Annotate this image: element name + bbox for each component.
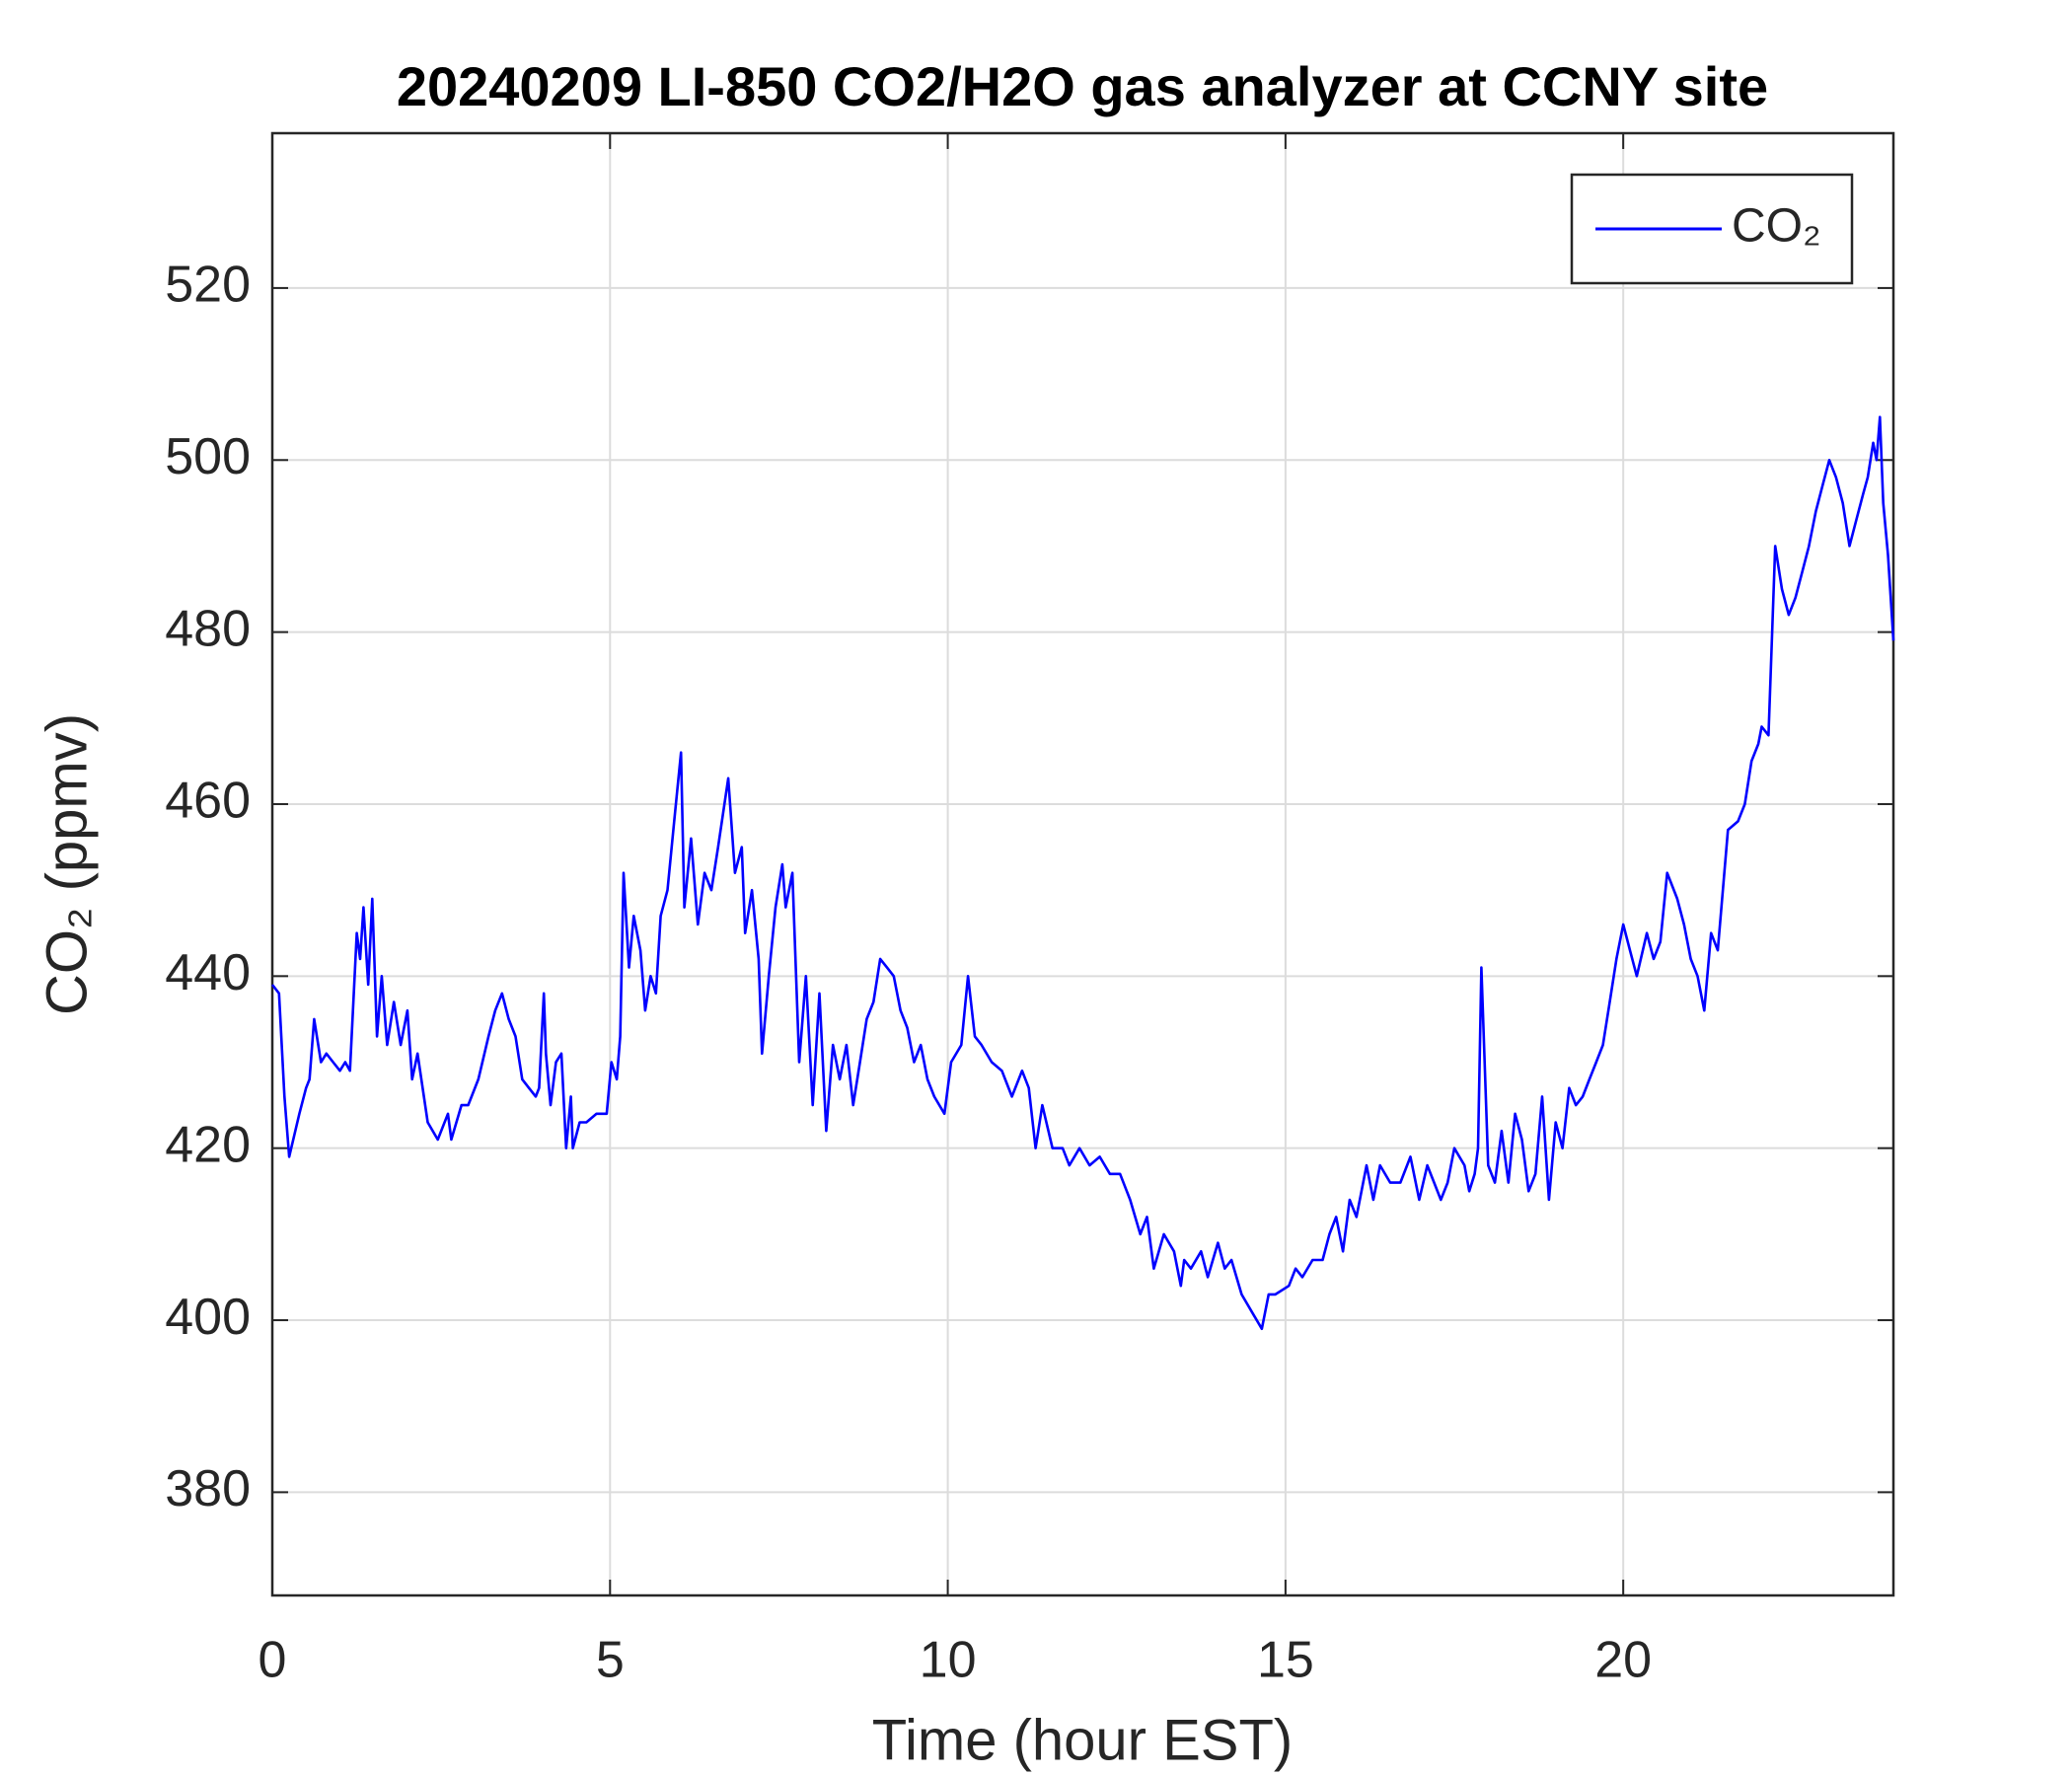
y-axis-label: CO₂ (ppmv) (35, 713, 99, 1015)
axes-box (270, 131, 1895, 1597)
y-tick-label: 520 (165, 257, 251, 314)
x-axis-label: Time (hour EST) (872, 1708, 1293, 1772)
y-tick-label: 460 (165, 773, 251, 830)
x-tick-label: 20 (1594, 1632, 1652, 1689)
x-tick-label: 15 (1257, 1632, 1314, 1689)
y-tick-label: 480 (165, 600, 251, 657)
y-tick-label: 500 (165, 428, 251, 485)
chart-title: 20240209 LI-850 CO2/H2O gas analyzer at … (397, 55, 1768, 117)
data-line (270, 415, 1895, 1331)
y-tick-label: 420 (165, 1116, 251, 1173)
x-tick-label: 0 (259, 1632, 287, 1689)
legend-label: CO₂ (1732, 200, 1821, 253)
y-tick-label: 400 (165, 1289, 251, 1346)
y-tick-label: 440 (165, 944, 251, 1001)
x-tick-label: 10 (920, 1632, 977, 1689)
x-tick-label: 5 (596, 1632, 625, 1689)
y-tick-label: 380 (165, 1460, 251, 1517)
